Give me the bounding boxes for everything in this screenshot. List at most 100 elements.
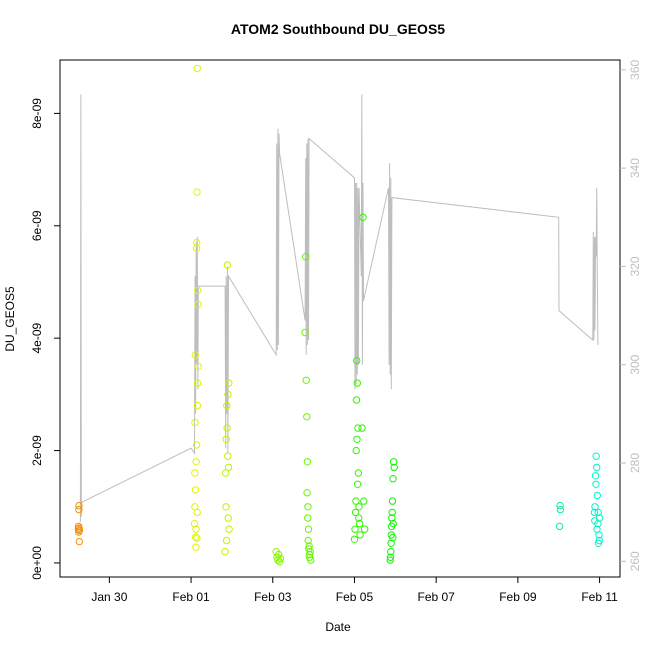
data-point [192,441,201,449]
data-point [591,503,599,511]
data-point [225,379,233,387]
chart-title: ATOM2 Southbound DU_GEOS5 [231,21,445,37]
data-point [595,536,603,545]
data-point [351,508,360,517]
y-axis: 0e+00 2e-09 4e-09 6e-09 8e-09 [30,98,60,580]
data-point [592,480,600,488]
data-point [305,550,314,559]
y2-tick-label: 360 [628,59,642,79]
data-point [303,489,311,497]
data-point [592,452,600,460]
data-point [193,188,201,196]
y-axis-label: DU_GEOS5 [3,286,17,352]
y2-tick-label: 320 [628,256,642,276]
data-point [75,537,84,546]
data-point [359,213,367,222]
data-point [593,491,601,500]
data-point [354,424,362,432]
data-point [352,446,360,455]
data-point [193,401,202,410]
data-point [387,548,395,556]
data-point [223,401,231,410]
data-point [224,390,232,399]
data-point [591,472,600,480]
data-point [302,376,310,384]
data-point [224,452,232,460]
data-point [591,517,599,525]
data-point [307,556,315,564]
data-point [192,458,200,466]
data-point [355,514,363,522]
data-point [74,525,83,533]
data-point [191,418,199,427]
data-point [355,503,363,511]
data-point [353,379,361,387]
data-point [555,522,564,531]
data-point [192,543,200,551]
data-point [276,554,285,563]
y-tick-label: 8e-09 [30,98,44,129]
x-tick-label: Feb 09 [499,590,537,604]
plot-frame [59,59,621,578]
data-point [388,497,397,505]
data-point [593,525,601,533]
data-point [354,469,363,477]
data-point [191,533,200,541]
data-point [350,535,359,543]
data-point [303,458,312,466]
y2-tick-label: 340 [628,158,642,178]
x-axis-label: Date [325,620,351,634]
data-point [191,469,199,477]
data-point [193,64,202,73]
data-point [358,424,366,432]
data-point [389,475,397,483]
data-point [194,286,202,295]
data-point [304,525,313,533]
y2-line-layer [79,94,599,523]
y2-tick-label: 300 [628,354,642,374]
data-point [594,508,602,517]
data-point [225,525,233,533]
y-tick-label: 6e-09 [30,210,44,241]
x-axis: Jan 30 Feb 01 Feb 03 Feb 05 Feb 07 Feb 09 Feb … [91,577,618,604]
data-point [355,519,364,528]
data-point [304,503,312,511]
data-point [301,328,309,337]
data-point [222,503,230,511]
data-point [222,536,231,545]
data-point [224,514,232,522]
data-point [191,351,200,359]
data-point [223,424,231,432]
data-point [389,534,397,542]
data-point [386,553,395,561]
y-tick-label: 0e+00 [30,546,44,580]
data-point [75,524,83,532]
data-point [192,525,200,533]
data-point [75,501,83,510]
data-point [304,514,312,522]
x-tick-label: Feb 11 [581,590,618,604]
y2-series-line [79,94,599,523]
data-point [386,556,394,564]
data-point [75,505,83,514]
data-point [222,435,230,443]
data-point [556,501,564,510]
data-point [388,514,396,522]
data-point [389,519,397,528]
data-point [193,238,201,247]
x-tick-label: Feb 07 [417,590,455,604]
data-point [593,463,601,472]
data-point [356,531,364,539]
data-point [360,497,368,505]
data-point [193,534,201,542]
data-point [390,463,398,472]
data-point [353,480,362,488]
data-point [275,550,283,559]
data-point [389,458,398,466]
data-point [305,545,313,553]
y2-axis: 260 280 300 320 340 360 [620,59,642,571]
y-tick-label: 4e-09 [30,323,44,354]
points-layer [74,64,604,566]
data-point [221,548,229,556]
